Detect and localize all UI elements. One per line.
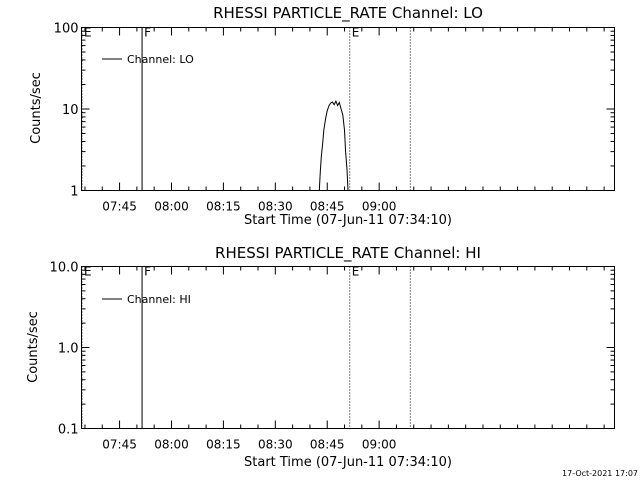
legend-label: Channel: HI bbox=[127, 293, 191, 306]
x-tick-label: 07:45 bbox=[102, 200, 137, 214]
y-tick-label: 100 bbox=[54, 22, 79, 37]
timestamp: 17-Oct-2021 17:07 bbox=[562, 469, 638, 478]
x-tick-label: 08:00 bbox=[154, 200, 189, 214]
x-tick-label: 08:00 bbox=[154, 438, 189, 452]
time-marker-label: E bbox=[352, 26, 360, 40]
x-tick-label: 08:15 bbox=[206, 200, 241, 214]
time-marker-label: E bbox=[84, 26, 92, 40]
x-axis-label: Start Time (07-Jun-11 07:34:10) bbox=[244, 213, 452, 228]
plot-frame bbox=[81, 266, 615, 429]
series-line bbox=[318, 99, 349, 191]
y-tick-label: 10 bbox=[62, 103, 79, 118]
series-group bbox=[318, 99, 349, 191]
y-axis-label: Counts/sec bbox=[29, 72, 44, 144]
legend-label: Channel: LO bbox=[127, 53, 194, 66]
chart-title: RHESSI PARTICLE_RATE Channel: LO bbox=[213, 4, 483, 23]
axis-ticks: 07:45 08:00 08:15 08:30 08:45 09:00 1 10 100 bbox=[54, 22, 615, 214]
y-tick-label: 1.0 bbox=[58, 342, 79, 357]
x-tick-label: 08:45 bbox=[310, 438, 345, 452]
panel-hi: RHESSI PARTICLE_RATE Channel: HI E F E 07:… bbox=[26, 244, 615, 470]
x-tick-label: 09:00 bbox=[362, 200, 397, 214]
y-tick-label: 10.0 bbox=[50, 261, 79, 276]
time-marker-label: E bbox=[352, 265, 360, 279]
x-tick-label: 09:00 bbox=[362, 438, 397, 452]
time-marker-label: F bbox=[144, 26, 151, 40]
time-marker-label: F bbox=[144, 265, 151, 279]
x-tick-label: 08:30 bbox=[258, 438, 293, 452]
x-axis-label: Start Time (07-Jun-11 07:34:10) bbox=[244, 455, 452, 470]
time-marker-label: E bbox=[84, 265, 92, 279]
y-tick-label: 0.1 bbox=[58, 423, 79, 438]
plot-frame bbox=[81, 27, 615, 191]
x-tick-label: 08:30 bbox=[258, 200, 293, 214]
axis-ticks: 07:45 08:00 08:15 08:30 08:45 09:00 0.1 1.0 10.0 bbox=[50, 261, 615, 452]
panel-lo: RHESSI PARTICLE_RATE Channel: LO E F E 07:… bbox=[29, 4, 615, 228]
x-tick-label: 08:45 bbox=[310, 200, 345, 214]
chart-title: RHESSI PARTICLE_RATE Channel: HI bbox=[215, 244, 481, 263]
y-tick-label: 1 bbox=[70, 185, 78, 200]
x-tick-label: 07:45 bbox=[102, 438, 137, 452]
x-tick-label: 08:15 bbox=[206, 438, 241, 452]
y-axis-label: Counts/sec bbox=[26, 311, 41, 383]
